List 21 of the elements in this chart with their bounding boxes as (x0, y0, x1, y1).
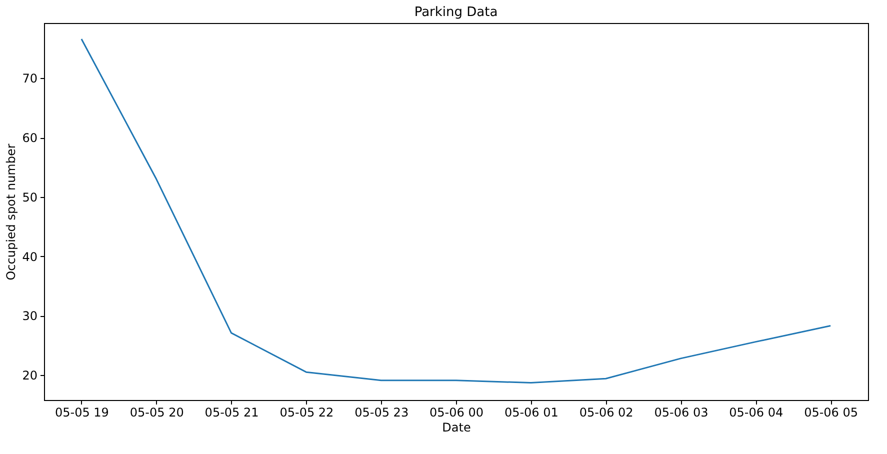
y-axis-title: Occupied spot number (4, 144, 18, 280)
x-tick-label: 05-06 02 (579, 406, 634, 420)
x-tick-label: 05-06 00 (430, 406, 484, 420)
x-axis-title: Date (442, 420, 471, 434)
y-tick-label: 50 (22, 190, 38, 204)
x-tick-label: 05-05 20 (130, 406, 184, 420)
x-tick-label: 05-06 05 (804, 406, 858, 420)
x-tick-label: 05-06 03 (654, 406, 708, 420)
x-tick-label: 05-06 04 (729, 406, 784, 420)
y-tick-label: 20 (22, 368, 38, 383)
chart-title: Parking Data (414, 5, 498, 20)
x-tick-label: 05-06 01 (504, 406, 558, 420)
x-tick-label: 05-05 22 (280, 406, 334, 420)
y-tick-label: 60 (22, 131, 38, 146)
x-tick-label: 05-05 23 (354, 406, 409, 420)
x-tick-label: 05-05 21 (204, 406, 259, 420)
line-series (80, 38, 832, 384)
y-tick-label: 30 (22, 309, 38, 324)
y-tick-label: 40 (22, 250, 38, 264)
y-tick-label: 70 (22, 72, 38, 86)
x-tick-label: 05-05 19 (54, 406, 109, 420)
